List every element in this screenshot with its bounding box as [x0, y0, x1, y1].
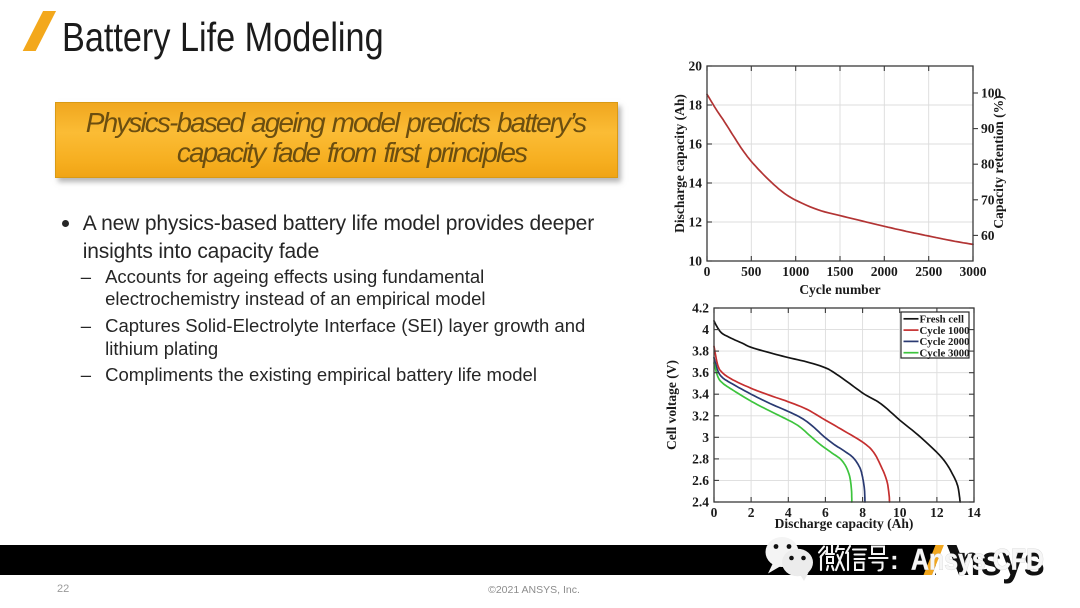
svg-text:Fresh cell: Fresh cell	[920, 314, 964, 326]
svg-text:100: 100	[981, 86, 1002, 101]
svg-text:3.6: 3.6	[692, 365, 709, 380]
svg-text:Discharge capacity (Ah): Discharge capacity (Ah)	[775, 516, 914, 531]
svg-text:Capacity retention (%): Capacity retention (%)	[991, 95, 1006, 228]
svg-text:6: 6	[822, 505, 829, 520]
svg-text:Cycle 2000: Cycle 2000	[920, 336, 970, 348]
svg-text:16: 16	[689, 137, 703, 152]
svg-text:Discharge capacity (Ah): Discharge capacity (Ah)	[672, 94, 687, 233]
svg-text:2: 2	[748, 505, 755, 520]
svg-text:Cycle 1000: Cycle 1000	[920, 325, 970, 337]
svg-text:70: 70	[981, 192, 995, 207]
svg-text:1500: 1500	[827, 264, 854, 279]
svg-text::: :	[890, 545, 899, 575]
svg-text:Ansys CFD: Ansys CFD	[911, 544, 1044, 577]
svg-text:20: 20	[689, 59, 703, 74]
svg-text:90: 90	[981, 121, 995, 136]
svg-text:0: 0	[704, 264, 711, 279]
svg-text:nsys: nsys	[957, 537, 1045, 584]
svg-text:1000: 1000	[782, 264, 809, 279]
svg-text:2.8: 2.8	[692, 451, 709, 466]
svg-text:80: 80	[981, 157, 995, 172]
svg-text:3.2: 3.2	[692, 408, 709, 423]
svg-text:12: 12	[930, 505, 944, 520]
svg-text:14: 14	[967, 505, 981, 520]
svg-text:0: 0	[711, 505, 718, 520]
svg-text:2000: 2000	[871, 264, 898, 279]
svg-text:Cycle number: Cycle number	[799, 282, 880, 297]
svg-text:3: 3	[702, 430, 709, 445]
svg-text:14: 14	[689, 176, 703, 191]
svg-text:Cycle 3000: Cycle 3000	[920, 348, 970, 360]
svg-text:8: 8	[859, 505, 866, 520]
svg-text:2.6: 2.6	[692, 473, 709, 488]
svg-text:3.8: 3.8	[692, 344, 709, 359]
svg-text:60: 60	[981, 228, 995, 243]
svg-text:2500: 2500	[915, 264, 942, 279]
svg-text:4: 4	[785, 505, 792, 520]
svg-text:4: 4	[702, 322, 709, 337]
svg-text:10: 10	[893, 505, 907, 520]
svg-text:12: 12	[689, 215, 703, 230]
svg-text:4.2: 4.2	[692, 301, 709, 316]
svg-text:10: 10	[689, 254, 703, 269]
svg-text:3000: 3000	[960, 264, 987, 279]
svg-text:500: 500	[741, 264, 762, 279]
svg-text:Cell voltage (V): Cell voltage (V)	[664, 360, 679, 450]
svg-text:3.4: 3.4	[692, 387, 709, 402]
svg-text:18: 18	[689, 98, 703, 113]
svg-text:2.4: 2.4	[692, 495, 709, 510]
